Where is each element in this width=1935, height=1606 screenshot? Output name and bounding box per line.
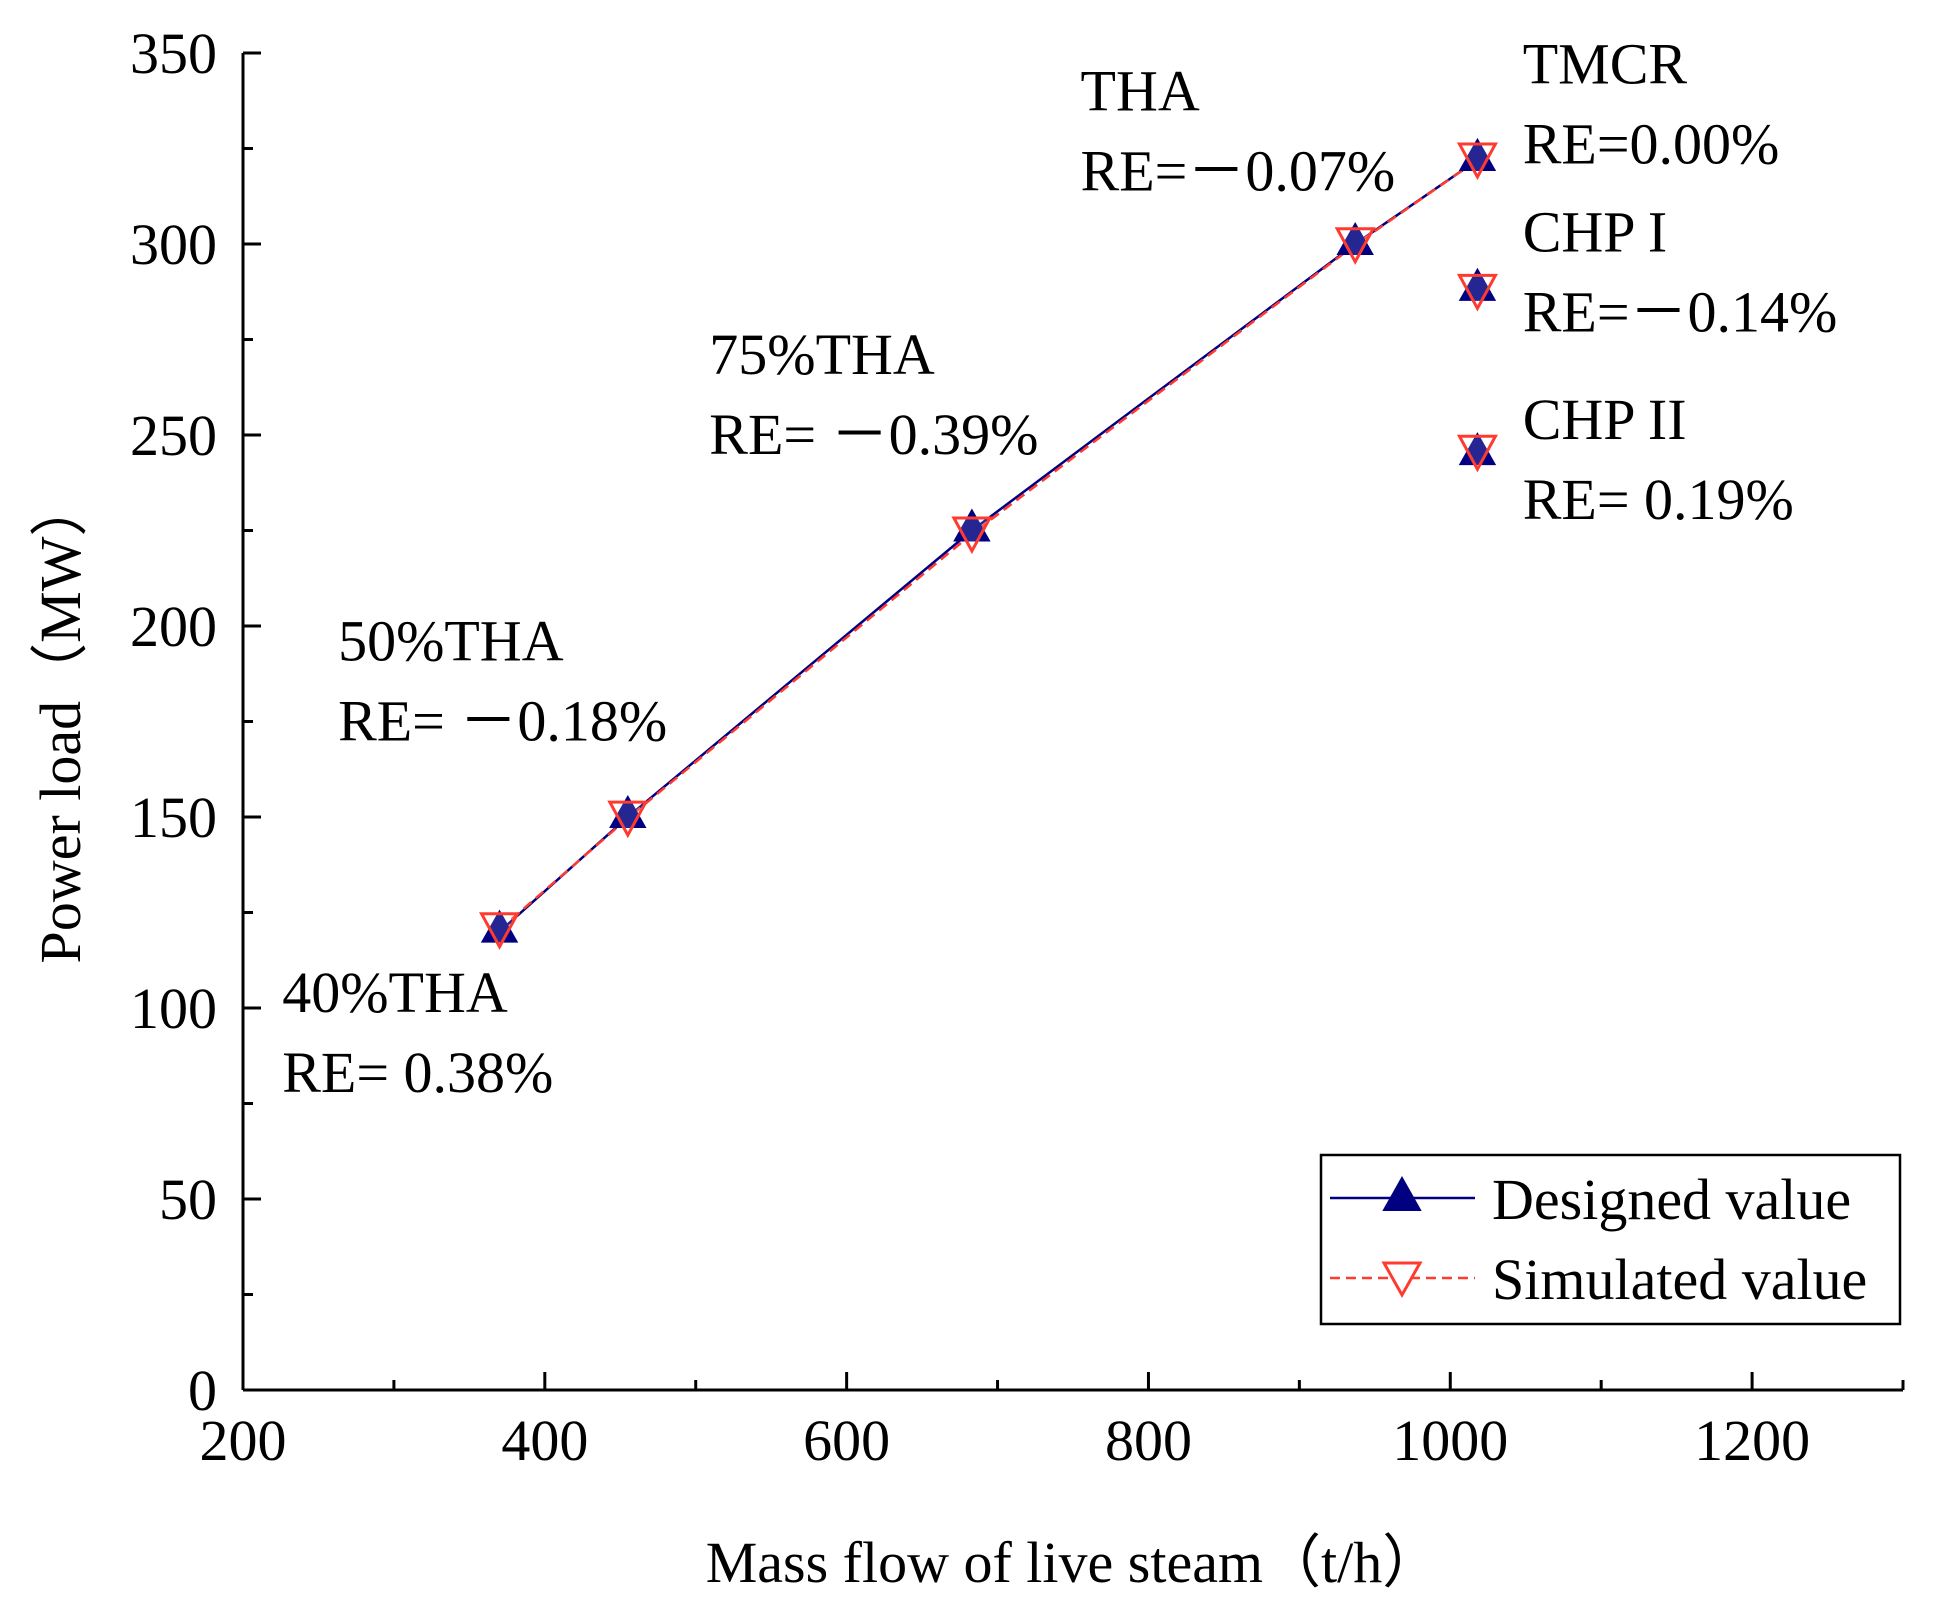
annotation-50tha-relative-error: RE= －0.18%	[338, 688, 667, 753]
x-axis-title: Mass flow of live steam（t/h）	[706, 1530, 1441, 1595]
y-tick-label: 350	[130, 21, 217, 86]
annotation-75tha-relative-error: RE= －0.39%	[709, 402, 1038, 467]
ticks-layer	[241, 51, 1905, 1392]
annotation-chp2-condition: CHP II	[1523, 387, 1687, 452]
annotation-chp2-relative-error: RE= 0.19%	[1523, 467, 1794, 532]
y-tick-label: 50	[159, 1167, 217, 1232]
annotation-chp1-relative-error: RE=－0.14%	[1523, 280, 1838, 345]
y-axis-title: Power load（MW）	[28, 479, 93, 964]
legend-box	[1319, 1153, 1902, 1326]
x-tick-label: 600	[803, 1408, 890, 1473]
x-tick-label: 400	[501, 1408, 588, 1473]
x-tick-label: 200	[200, 1408, 287, 1473]
x-tick-label: 800	[1105, 1408, 1192, 1473]
series-markers-layer	[479, 137, 1498, 950]
simulated-value-point	[1456, 142, 1498, 181]
y-tick-label: 100	[130, 976, 217, 1041]
y-tick-label: 250	[130, 403, 217, 468]
annotation-tha-relative-error: RE=－0.07%	[1081, 138, 1396, 203]
legend-simulated-label: Simulated value	[1492, 1247, 1867, 1312]
annotation-tha-condition: THA	[1081, 58, 1200, 123]
x-tick-label: 1000	[1392, 1408, 1508, 1473]
legend: Designed value Simulated value	[1319, 1153, 1902, 1326]
simulated-value-point	[479, 912, 521, 950]
annotation-chp1-condition: CHP I	[1523, 200, 1668, 265]
simulated-value-point	[607, 800, 649, 839]
y-tick-label: 300	[130, 212, 217, 277]
legend-designed-marker	[1382, 1175, 1422, 1211]
annotation-75tha-condition: 75%THA	[709, 322, 935, 387]
legend-designed-label: Designed value	[1492, 1167, 1851, 1232]
annotation-50tha-condition: 50%THA	[338, 608, 564, 673]
simulated-value-point	[951, 516, 993, 555]
legend-simulated-marker	[1381, 1261, 1423, 1299]
simulated-value-point	[1334, 227, 1376, 265]
y-tick-label: 150	[130, 785, 217, 850]
annotations-layer: 40%THA RE= 0.38% 50%THA RE= －0.18% 75%THA RE=…	[282, 32, 1837, 1105]
annotation-tmcr-condition: TMCR	[1523, 32, 1688, 97]
tick-labels-layer: 200 400 600 800 1000 1200 0 50 100 150 200 250 300 35…	[130, 21, 1810, 1473]
simulated-value-point	[1456, 273, 1498, 312]
annotation-40tha-condition: 40%THA	[282, 960, 508, 1025]
y-tick-label: 200	[130, 594, 217, 659]
annotation-tmcr-relative-error: RE=0.00%	[1523, 112, 1780, 177]
annotation-40tha-relative-error: RE= 0.38%	[282, 1040, 553, 1105]
simulated-value-point	[1456, 434, 1498, 473]
y-tick-label: 0	[188, 1358, 217, 1423]
x-tick-label: 1200	[1694, 1408, 1810, 1473]
